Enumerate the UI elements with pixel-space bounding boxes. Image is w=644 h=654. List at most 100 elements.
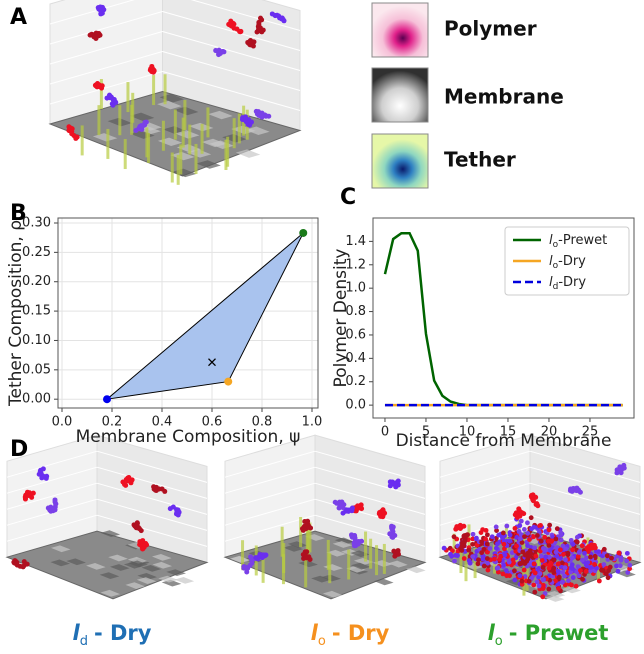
polymer-bead <box>546 527 552 533</box>
polymer-bead <box>499 535 505 541</box>
floor-tile <box>137 573 158 580</box>
polymer-bead <box>562 573 567 579</box>
y-tick-label: 0.0 <box>345 398 366 413</box>
tether <box>99 79 103 110</box>
floor-tile <box>141 564 162 572</box>
polymer-bead <box>534 579 540 585</box>
polymer-bead <box>528 515 534 521</box>
tether <box>232 118 236 149</box>
polymer-bead <box>479 550 485 556</box>
panel-label: B <box>10 201 27 226</box>
polymer-bead <box>470 541 475 547</box>
polymer-bead <box>554 526 560 532</box>
wall-grid <box>439 466 531 494</box>
polymer-bead <box>518 518 524 524</box>
polymer-bead <box>559 560 565 566</box>
wall-grid <box>49 0 135 25</box>
x-tick-label: 0 <box>381 425 389 440</box>
polymer-bead <box>525 530 531 536</box>
polymer-bead <box>247 38 253 44</box>
legend-label: lo-Dry <box>549 254 586 271</box>
polymer-bead <box>485 560 491 566</box>
polymer-bead <box>521 527 527 532</box>
y-tick-label: 1.0 <box>345 281 366 296</box>
polymer-bead <box>501 541 507 547</box>
legend-box <box>504 226 630 296</box>
y-tick-label: 0.20 <box>22 274 51 289</box>
floor-tile <box>92 133 118 142</box>
polymer-map <box>371 2 429 58</box>
polymer-bead <box>575 554 581 559</box>
floor-tile <box>157 100 182 110</box>
polymer-bead <box>599 567 605 573</box>
y-tick-label: 0.15 <box>22 304 51 319</box>
floor-tile <box>326 549 347 557</box>
tether <box>241 540 245 571</box>
polymer-bead <box>579 543 585 549</box>
polymer-bead <box>627 566 633 572</box>
tether <box>224 139 228 170</box>
polymer-bead <box>450 548 455 554</box>
caption-symbol: l <box>73 621 81 645</box>
floor-tile <box>170 151 195 161</box>
polymer-bead <box>556 586 561 591</box>
polymer-bead <box>570 547 576 553</box>
polymer-bead <box>512 525 518 531</box>
floor-tile <box>125 582 146 589</box>
polymer-bead <box>561 551 566 557</box>
polymer-bead <box>532 570 538 576</box>
wall-grid <box>314 482 426 515</box>
polymer-bead <box>514 543 519 549</box>
y-tick-label: 0.8 <box>345 304 366 319</box>
polymer-bead <box>254 29 260 35</box>
caption-text: - Dry <box>94 621 152 645</box>
wall-grid <box>224 450 316 478</box>
tether <box>126 82 130 113</box>
caption: ld - Dry <box>73 621 152 649</box>
polymer-bead <box>542 534 548 540</box>
polymer-bead <box>596 578 602 584</box>
polymer-bead <box>470 536 476 542</box>
polymer-bead <box>555 568 561 574</box>
caption-symbol: l <box>488 621 496 645</box>
wall-grid <box>439 498 531 526</box>
polymer-bead <box>533 553 539 559</box>
polymer-bead <box>532 545 538 551</box>
polymer-bead <box>395 478 401 484</box>
point <box>103 395 111 404</box>
polymer-bead <box>543 547 549 553</box>
polymer-bead <box>495 565 501 571</box>
polymer-bead <box>555 561 561 567</box>
polymer-bead <box>547 554 552 560</box>
polymer-bead <box>576 573 582 579</box>
polymer-bead <box>576 550 582 555</box>
polymer-bead <box>517 561 523 567</box>
wall-grid <box>224 498 316 526</box>
x-tick-label: 0.2 <box>102 415 123 430</box>
polymer-bead <box>569 562 575 568</box>
polymer-bead <box>495 569 501 575</box>
polymer-bead <box>594 565 599 571</box>
polymer-bead <box>547 547 553 553</box>
polymer-bead <box>601 546 607 552</box>
polymer-bead <box>487 546 493 551</box>
y-tick-label: 0.10 <box>22 333 51 348</box>
floor-tile <box>208 110 233 120</box>
membrane-map <box>371 67 429 123</box>
polymer-bead <box>502 552 508 558</box>
polymer-bead <box>587 565 593 570</box>
polymer-bead <box>307 556 313 562</box>
wall-grid <box>96 498 208 531</box>
caption-symbol: l <box>311 621 319 645</box>
tether <box>131 92 135 123</box>
wall-grid <box>96 466 208 499</box>
polymer-bead <box>532 589 538 595</box>
y-tick-label: 0.4 <box>345 351 366 366</box>
polymer-bead <box>500 530 506 536</box>
polymer-bead <box>548 560 554 566</box>
polymer-bead <box>540 565 546 570</box>
polymer-bead <box>470 531 476 537</box>
polymer-bead <box>570 541 576 547</box>
polymer-bead <box>592 553 598 559</box>
